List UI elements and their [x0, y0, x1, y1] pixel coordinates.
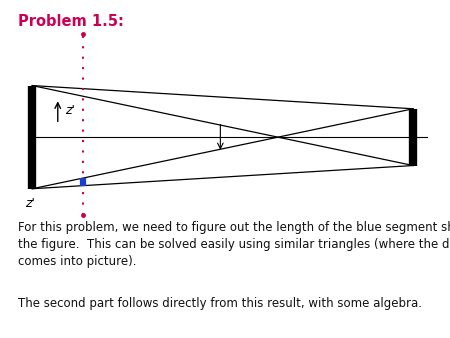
Text: z': z' [25, 197, 35, 210]
Text: For this problem, we need to figure out the length of the blue segment shown in
: For this problem, we need to figure out … [18, 221, 450, 268]
Text: Problem 1.5:: Problem 1.5: [18, 14, 124, 28]
Text: z': z' [65, 104, 75, 117]
Text: The second part follows directly from this result, with some algebra.: The second part follows directly from th… [18, 297, 422, 310]
